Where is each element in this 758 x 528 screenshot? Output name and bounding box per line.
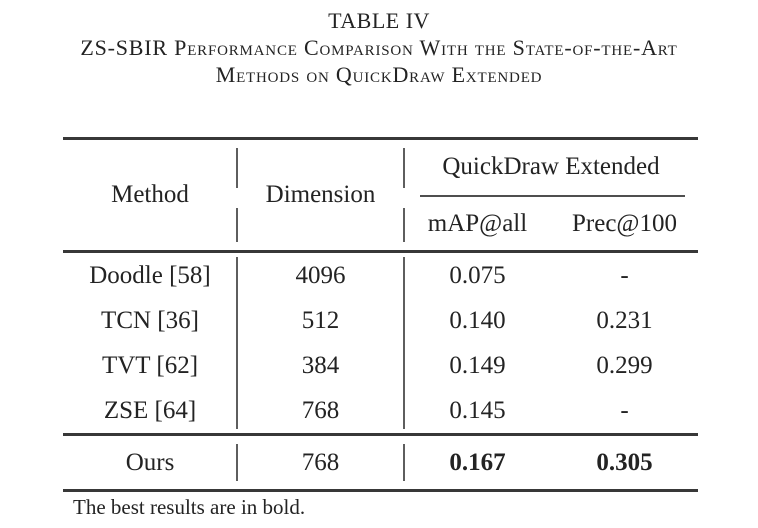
prec-100-cell: 0.231 xyxy=(596,306,653,334)
prec-100-cell-best: 0.305 xyxy=(596,448,653,476)
ours-separator-rule xyxy=(63,433,698,436)
metric-subheader-row: mAP@all Prec@100 xyxy=(404,197,698,250)
group-header-quickdraw-extended: QuickDraw Extended xyxy=(442,153,660,180)
vertical-rule xyxy=(236,208,238,242)
map-all-cell: 0.075 xyxy=(449,261,506,289)
table-title-line-1: ZS-SBIR Performance Comparison With the … xyxy=(80,35,678,60)
dimension-cell: 768 xyxy=(301,396,340,424)
table-row: Ours 768 0.167 0.305 xyxy=(63,436,698,489)
column-header-dimension: Dimension xyxy=(265,181,376,208)
prec-100-cell: - xyxy=(620,261,629,289)
method-cell: TVT [62] xyxy=(101,351,199,379)
dimension-cell: 384 xyxy=(301,351,340,379)
table-row: TVT [62] 384 0.149 0.299 xyxy=(63,343,698,388)
table-row: Doodle [58] 4096 0.075 - xyxy=(63,253,698,298)
table-row: ZSE [64] 768 0.145 - xyxy=(63,388,698,433)
vertical-rule xyxy=(236,148,238,188)
table-footnote: The best results are in bold. xyxy=(73,495,306,519)
column-header-prec-100: Prec@100 xyxy=(572,209,677,237)
table-top-rule xyxy=(63,137,698,140)
map-all-cell: 0.149 xyxy=(449,351,506,379)
map-all-cell: 0.140 xyxy=(449,306,506,334)
prec-100-cell: 0.299 xyxy=(596,351,653,379)
map-all-cell: 0.145 xyxy=(449,396,506,424)
method-cell: Ours xyxy=(125,448,175,476)
table-bottom-rule xyxy=(63,489,698,492)
vertical-rule xyxy=(403,257,405,429)
map-all-cell-best: 0.167 xyxy=(449,448,506,476)
table-header: Method Dimension QuickDraw Extended mAP@… xyxy=(63,140,698,250)
dimension-cell: 4096 xyxy=(295,261,346,289)
dimension-cell: 768 xyxy=(301,448,340,476)
table-title-line-2: Methods on QuickDraw Extended xyxy=(215,62,543,87)
results-table: Method Dimension QuickDraw Extended mAP@… xyxy=(63,137,698,492)
vertical-rule xyxy=(236,257,238,429)
header-separator-rule xyxy=(63,250,698,253)
table-body: Doodle [58] 4096 0.075 - TCN [36] 512 0.… xyxy=(63,253,698,433)
ours-row: Ours 768 0.167 0.305 xyxy=(63,436,698,489)
vertical-rule xyxy=(403,148,405,188)
table-number: TABLE IV xyxy=(328,8,430,33)
method-cell: TCN [36] xyxy=(101,306,199,334)
method-cell: Doodle [58] xyxy=(89,261,211,289)
table-row: TCN [36] 512 0.140 0.231 xyxy=(63,298,698,343)
dimension-cell: 512 xyxy=(301,306,340,334)
vertical-rule xyxy=(403,444,405,481)
vertical-rule xyxy=(236,444,238,481)
column-header-method: Method xyxy=(111,181,189,208)
vertical-rule xyxy=(403,208,405,242)
table-caption: TABLE IV ZS-SBIR Performance Comparison … xyxy=(0,7,758,88)
column-header-map-all: mAP@all xyxy=(427,209,528,237)
group-header-underline xyxy=(420,195,685,197)
method-cell: ZSE [64] xyxy=(103,396,197,424)
prec-100-cell: - xyxy=(620,396,629,424)
